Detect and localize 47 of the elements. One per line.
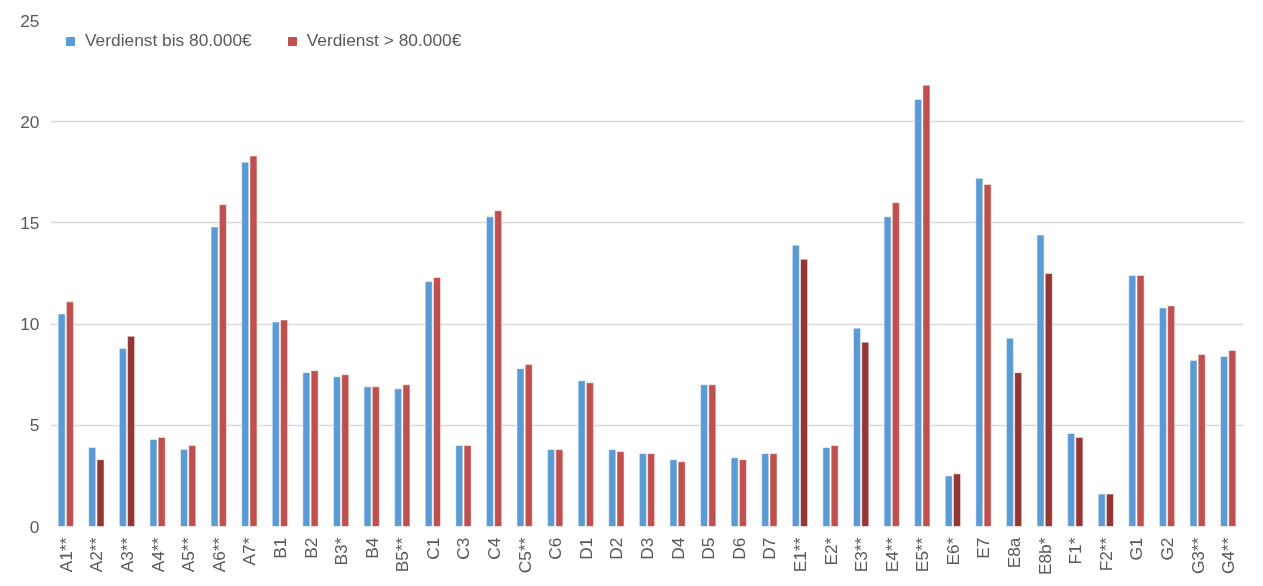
x-tick-label: D1 — [575, 537, 596, 560]
x-tick-label: E4** — [881, 537, 902, 573]
x-tick-label: A5** — [178, 537, 199, 573]
x-tick-label: B2 — [300, 537, 321, 559]
x-tick-label: A4** — [147, 537, 168, 573]
x-tick-label: A6** — [208, 537, 229, 573]
x-tick-label: E6* — [942, 537, 963, 566]
x-tick-label: D6 — [728, 537, 749, 560]
x-tick-label: G1 — [1126, 537, 1147, 561]
x-tick-label: A1** — [55, 537, 76, 573]
y-tick-label: 15 — [20, 212, 40, 233]
x-tick-label: C4 — [484, 537, 505, 560]
x-tick-label: E8a — [1004, 537, 1025, 569]
x-tick-label: D3 — [637, 537, 657, 560]
x-tick-label: D7 — [759, 537, 780, 560]
x-tick-label: C6 — [545, 537, 566, 560]
x-tick-label: E2* — [820, 537, 841, 566]
y-tick-label: 25 — [20, 10, 40, 31]
legend-label: Verdienst bis 80.000€ — [85, 30, 252, 51]
y-tick-label: 10 — [20, 314, 40, 335]
x-tick-label: E3** — [851, 537, 872, 573]
x-tick-label: E8b* — [1034, 537, 1055, 576]
x-tick-label: F1* — [1065, 537, 1086, 565]
x-tick-label: E5** — [912, 537, 933, 573]
y-tick-label: 20 — [20, 111, 40, 132]
x-tick-label: A7* — [239, 537, 260, 566]
y-tick-label: 0 — [29, 516, 40, 537]
x-tick-label: C5** — [514, 537, 535, 574]
x-tick-label: D4 — [667, 537, 688, 560]
x-tick-label: G3** — [1187, 537, 1208, 575]
x-tick-label: B1 — [269, 537, 290, 559]
x-tick-label: F2** — [1095, 537, 1116, 572]
x-tick-label: E1** — [789, 537, 810, 573]
x-tick-label: A3** — [116, 537, 137, 573]
x-tick-label: B5** — [392, 537, 413, 573]
x-tick-label: B4 — [361, 537, 382, 559]
x-tick-label: A2** — [86, 537, 107, 573]
legend-label: Verdienst > 80.000€ — [306, 30, 462, 51]
x-tick-label: G2 — [1157, 537, 1178, 561]
y-tick-label: 5 — [29, 415, 40, 436]
x-tick-label: D5 — [698, 537, 719, 560]
x-tick-label: C3 — [453, 537, 474, 560]
x-tick-label: C1 — [422, 537, 443, 560]
x-tick-label: E7 — [973, 537, 994, 559]
x-tick-label: B3* — [331, 537, 352, 566]
x-tick-label: G4** — [1218, 537, 1239, 575]
x-tick-label: D2 — [606, 537, 627, 560]
